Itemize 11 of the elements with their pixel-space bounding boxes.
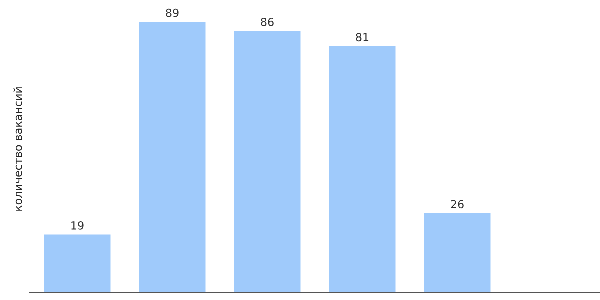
bar: [329, 46, 396, 292]
data-label: 86: [261, 18, 274, 26]
bar: [139, 22, 206, 292]
bar: [44, 234, 111, 292]
bar: [234, 31, 301, 292]
bar: [424, 214, 491, 292]
data-label: 19: [72, 221, 84, 230]
data-label: 89: [166, 8, 179, 18]
data-label: 26: [451, 200, 464, 209]
y-axis-title: количество вакансий: [14, 88, 22, 211]
data-label: 81: [356, 33, 369, 42]
